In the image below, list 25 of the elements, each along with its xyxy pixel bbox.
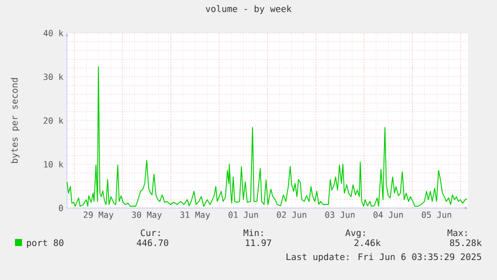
x-tick-label: 05 Jun — [422, 212, 452, 218]
y-tick-label: 0 — [58, 204, 63, 212]
x-tick-label: 30 May — [132, 212, 162, 220]
text: Max: — [448, 229, 467, 236]
text: Min: — [244, 229, 263, 236]
text: Avg: — [345, 229, 365, 238]
x-tick-label: 03 Jun — [325, 212, 355, 218]
text: Last update: Fri Jun 6 03:35:29 2025 — [286, 253, 482, 262]
x-tick-label: 02 Jun — [276, 212, 306, 218]
text: 85.28k — [450, 239, 482, 246]
legend-label: port 80 — [27, 239, 64, 248]
y-tick-label: 20 k — [44, 117, 64, 124]
chart-title: volume - by week — [206, 5, 292, 14]
y-axis-title: bytes per second — [10, 78, 20, 163]
text: 2.46k — [354, 239, 381, 246]
x-tick-label: 01 Jun — [228, 212, 258, 218]
text: Cur: — [140, 229, 160, 236]
y-tick-label: 30 k — [44, 73, 64, 80]
x-tick-label: 29 May — [84, 212, 114, 220]
x-tick-label: 31 May — [180, 212, 210, 220]
y-tick-label: 10 k — [44, 160, 64, 168]
x-tick-label: 04 Jun — [374, 212, 403, 218]
text: 446.70 — [136, 239, 168, 246]
y-tick-label: 40 k — [44, 30, 64, 36]
text: 11.97 — [246, 239, 272, 246]
